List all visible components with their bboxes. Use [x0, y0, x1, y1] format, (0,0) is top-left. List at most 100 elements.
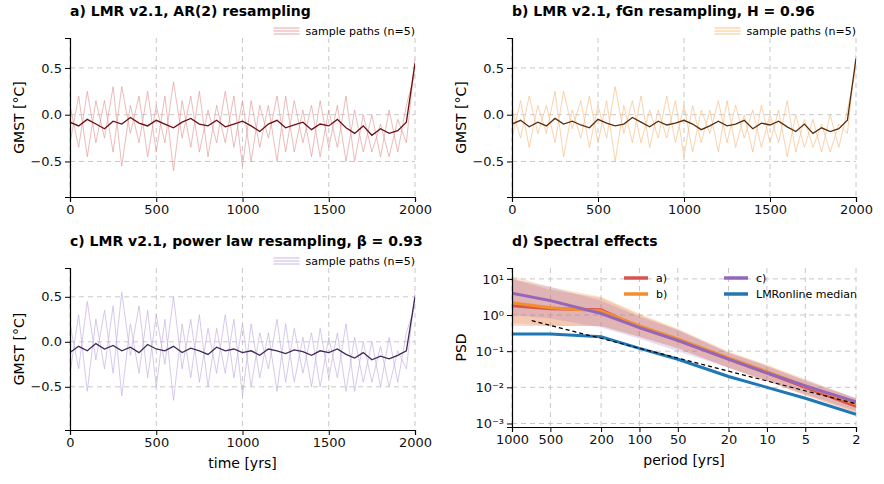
tick-mark — [65, 387, 70, 388]
tick-label: 10⁰ — [482, 308, 504, 323]
tick-mark — [507, 279, 512, 280]
tick: 1000 — [668, 197, 701, 217]
tick: 2000 — [399, 197, 432, 217]
tick: 10⁻¹ — [475, 344, 512, 359]
grid-line — [242, 38, 243, 197]
tick: 0.5 — [41, 61, 70, 76]
legend-swatch — [274, 28, 300, 29]
legend: sample paths (n=5) — [274, 255, 416, 268]
legend-swatch — [724, 292, 748, 296]
grid — [70, 268, 415, 430]
tick-label: 1500 — [313, 435, 346, 450]
title: b) LMR v2.1, fGn resampling, H = 0.96 — [512, 3, 815, 19]
y-axis: −0.5 0.0 0.5 — [30, 269, 70, 431]
tick: −0.5 — [30, 379, 70, 394]
tick: 50 — [670, 427, 687, 447]
tick: 500 — [144, 197, 169, 217]
legend-label: LMRonline median — [756, 288, 857, 301]
tick: 5 — [802, 427, 810, 447]
legend-label: sample paths (n=5) — [747, 25, 857, 38]
tick-label: 2000 — [399, 435, 432, 450]
tick: 0 — [66, 197, 74, 217]
tick: 1500 — [754, 197, 787, 217]
tick: 500 — [586, 197, 611, 217]
tick-label: 500 — [144, 202, 169, 217]
series-line — [70, 297, 415, 360]
grid-line — [328, 268, 329, 430]
tick: −0.5 — [472, 154, 512, 169]
grid-line — [70, 386, 415, 387]
tick-label: 1000 — [496, 432, 529, 447]
tick-mark — [65, 115, 70, 116]
grid-line — [684, 38, 685, 197]
tick-mark — [65, 68, 70, 69]
legend-label: b) — [656, 288, 667, 301]
tick-label: 50 — [670, 432, 687, 447]
x-axis: 0 500 1000 1500 2000 — [66, 197, 432, 217]
tick-label: 1000 — [668, 202, 701, 217]
tick-label: 0 — [66, 435, 74, 450]
tick-label: 1000 — [226, 202, 259, 217]
tick: 20 — [721, 427, 738, 447]
y-axis: 10⁻³10⁻²10⁻¹10⁰10¹ — [475, 269, 512, 432]
title: c) LMR v2.1, power law resampling, β = 0… — [70, 233, 423, 249]
legend: sample paths (n=5) — [715, 25, 857, 38]
legend-label: c) — [756, 272, 766, 285]
tick-label: 10⁻³ — [475, 416, 504, 431]
tick: 10 — [759, 427, 776, 447]
panel: 0 500 1000 1500 2000 −0.5 0.0 0.5 c) LMR v2.1, p… — [11, 233, 432, 471]
tick-label: 10⁻¹ — [475, 344, 504, 359]
tick-label: 0 — [508, 202, 516, 217]
tick: 100 — [628, 427, 653, 447]
legend-label: a) — [656, 272, 667, 285]
legend-swatch — [715, 34, 741, 35]
tick: 2000 — [840, 197, 873, 217]
tick-label: 500 — [538, 432, 563, 447]
tick: 1000 — [226, 430, 259, 450]
grid-line — [242, 268, 243, 430]
legend: a) b) c) LMRonline median — [624, 272, 857, 301]
series-line — [512, 68, 856, 162]
grid-line — [598, 38, 599, 197]
grid-line — [512, 67, 856, 68]
grid-line — [512, 278, 856, 279]
tick-mark — [507, 387, 512, 388]
tick: 500 — [538, 427, 563, 447]
tick-label: 1500 — [313, 202, 346, 217]
legend-swatch — [715, 31, 741, 32]
y-axis: −0.50.00.5 — [472, 39, 512, 198]
series-line — [512, 334, 856, 414]
tick-mark — [507, 315, 512, 316]
tick: 500 — [144, 430, 169, 450]
tick-label: 0.5 — [41, 61, 62, 76]
series-line — [512, 54, 856, 152]
x-axis: 100050020010050201052 — [496, 427, 861, 447]
legend-swatch — [624, 292, 648, 296]
plot-area — [512, 54, 856, 162]
axis-line — [507, 269, 513, 428]
legend-swatch — [724, 276, 748, 280]
series-line — [532, 321, 856, 404]
tick-label: 500 — [586, 202, 611, 217]
tick-mark — [65, 161, 70, 162]
series-line — [512, 303, 856, 404]
grid-line — [728, 268, 729, 427]
tick-label: −0.5 — [472, 154, 504, 169]
axis-title: time [yrs] — [208, 455, 276, 471]
tick: 0.0 — [41, 334, 70, 349]
legend: sample paths (n=5) — [274, 25, 416, 38]
series-line — [512, 293, 856, 401]
tick: 0 — [66, 430, 74, 450]
tick-label: 1000 — [226, 435, 259, 450]
tick-label: 10 — [759, 432, 776, 447]
legend-swatch — [274, 31, 300, 32]
axis-title: GMST [°C] — [11, 81, 27, 154]
axis-line — [65, 39, 71, 198]
grid-line — [156, 38, 157, 197]
tick-label: 2000 — [840, 202, 873, 217]
tick-label: 500 — [144, 435, 169, 450]
tick-label: −0.5 — [30, 379, 62, 394]
tick-label: 0.5 — [41, 289, 62, 304]
panel: 0500100015002000−0.50.00.5a) LMR v2.1, A… — [11, 3, 432, 217]
tick: 200 — [589, 427, 614, 447]
